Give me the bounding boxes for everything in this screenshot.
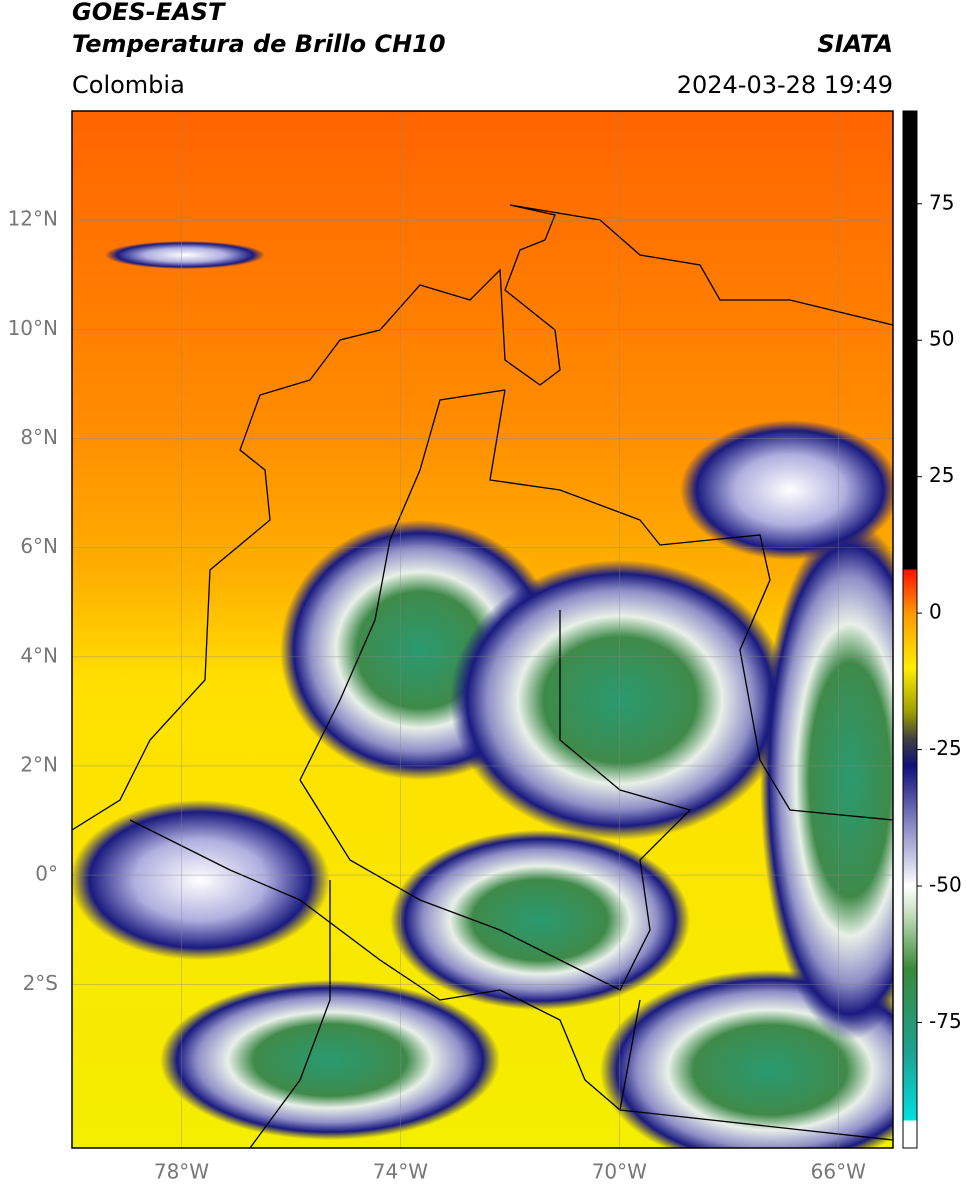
boundaries xyxy=(72,204,893,1148)
region: Colombia xyxy=(72,71,185,99)
x-tick-label: 78°W xyxy=(154,1160,209,1184)
source: SIATA xyxy=(817,30,893,58)
cloud xyxy=(450,560,790,840)
grid xyxy=(72,111,893,1148)
y-tick-label: 0° xyxy=(35,862,58,886)
x-tick-label: 66°W xyxy=(811,1160,866,1184)
axes: 78°W 74°W 70°W 66°W 12°N 10°N 8°N 6°N 4°N 2°N 0° 2°… xyxy=(8,207,867,1184)
y-tick-label: 10°N xyxy=(8,316,58,340)
y-tick-label: 2°S xyxy=(23,971,58,995)
y-tick-label: 4°N xyxy=(20,643,58,667)
x-tick-label: 70°W xyxy=(592,1160,647,1184)
colorbar-tick-label: 75 xyxy=(929,190,954,214)
cloud xyxy=(390,830,690,1010)
datetime: 2024-03-28 19:49 xyxy=(677,71,893,99)
cloud xyxy=(72,800,330,960)
colorbar-tick-label: -25 xyxy=(929,736,962,760)
cloud xyxy=(760,520,893,1040)
cloud xyxy=(105,241,265,269)
colorbar-tick-label: 0 xyxy=(929,600,942,624)
cloud xyxy=(160,980,500,1140)
colorbar-tick-label: -75 xyxy=(929,1009,962,1033)
colorbar-tick-label: 25 xyxy=(929,463,954,487)
y-tick-label: 8°N xyxy=(20,425,58,449)
cloud xyxy=(680,420,893,560)
subtitle: Temperatura de Brillo CH10 xyxy=(72,30,446,58)
title: GOES-EAST xyxy=(72,0,226,26)
colorbar-tick-label: -50 xyxy=(929,873,962,897)
colorbar xyxy=(902,110,918,1149)
y-tick-label: 12°N xyxy=(8,207,58,231)
y-tick-label: 6°N xyxy=(20,534,58,558)
x-tick-label: 74°W xyxy=(373,1160,428,1184)
imagery xyxy=(72,111,893,1148)
y-tick-label: 2°N xyxy=(20,752,58,776)
colorbar-tick-label: 50 xyxy=(929,327,954,351)
colorbar-axis: 75 50 25 0 -25 -50 -75 xyxy=(917,190,962,1033)
map-frame xyxy=(71,110,894,1149)
